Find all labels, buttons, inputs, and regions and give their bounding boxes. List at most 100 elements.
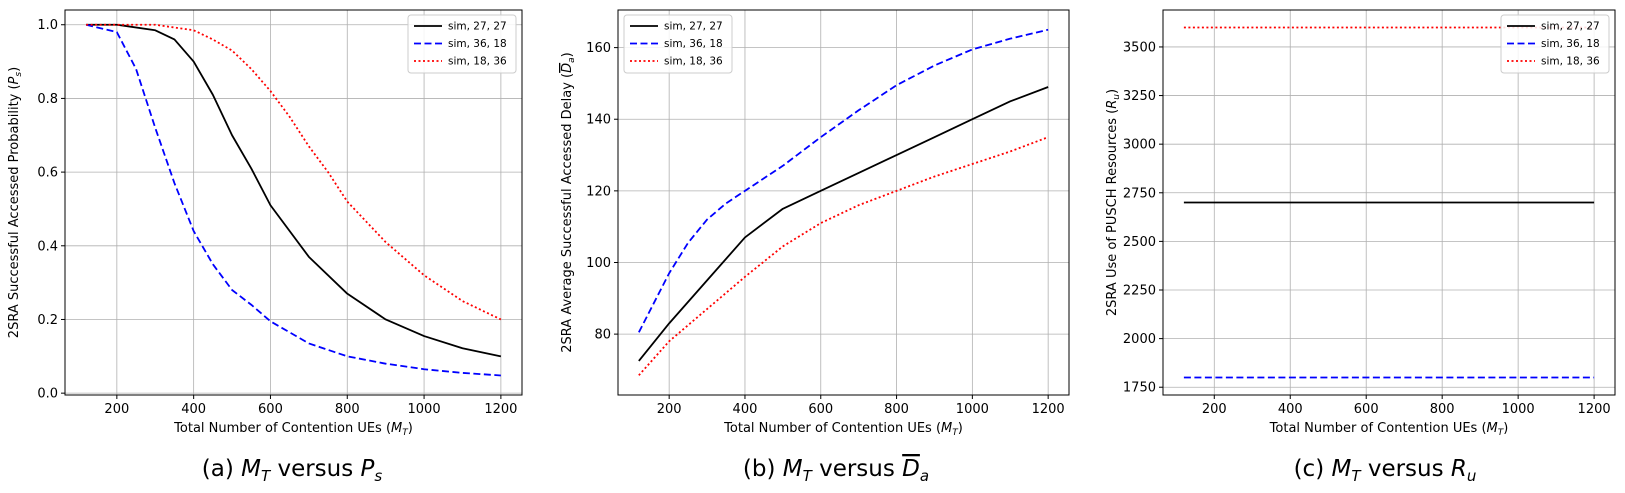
x-tick-label: 1200	[484, 402, 517, 417]
caption-y-sub: a	[920, 467, 929, 485]
x-tick-label: 800	[1430, 402, 1455, 417]
legend-label-1: sim, 36, 18	[448, 38, 507, 50]
y-tick-label: 0.8	[37, 92, 58, 107]
x-tick-label: 600	[258, 402, 283, 417]
legend-label-2: sim, 18, 36	[1541, 56, 1600, 68]
subfigure-caption: (a) MT versus Ps	[202, 456, 383, 485]
y-tick-label: 80	[594, 328, 611, 343]
x-axis-label-var: M	[941, 421, 952, 436]
y-tick-label: 2250	[1123, 284, 1156, 299]
legend: sim, 27, 27 sim, 36, 18 sim, 18, 36	[407, 14, 517, 74]
y-axis-label-sub: u	[1112, 94, 1122, 100]
caption-y-var: D	[902, 456, 920, 482]
caption-x-sub: T	[1351, 467, 1362, 485]
caption-versus: versus	[812, 456, 902, 482]
caption-x-sub: T	[803, 467, 814, 485]
x-tick-label: 200	[657, 402, 682, 417]
y-axis-label-text: 2SRA Use of PUSCH Resources (	[1105, 109, 1120, 316]
y-tick-label: 3500	[1123, 40, 1156, 55]
x-axis-label-sub: T	[952, 428, 959, 438]
y-tick-label: 100	[586, 256, 611, 271]
y-axis-label: 2SRA Successful Accessed Probability (Ps…	[7, 67, 24, 338]
x-tick-label: 400	[1278, 402, 1303, 417]
y-tick-label: 160	[586, 41, 611, 56]
caption-x-var: M	[1331, 456, 1351, 482]
legend: sim, 27, 27 sim, 36, 18 sim, 18, 36	[1500, 14, 1610, 74]
y-axis-label-close: )	[1105, 89, 1120, 94]
series-line-2	[86, 23, 502, 321]
y-tick-label: 120	[586, 184, 611, 199]
y-axis-label-sub: s	[14, 72, 24, 77]
x-axis-label-close: )	[1503, 421, 1508, 436]
chart-2: 200 400 600 800 1000 1200 1750 2000 2250 2500 2750…	[1105, 9, 1616, 485]
caption-y-var: R	[1451, 456, 1467, 482]
series-line-2	[638, 136, 1049, 376]
y-tick-label: 3000	[1123, 138, 1156, 153]
y-tick-label: 3250	[1123, 89, 1156, 104]
x-tick-label: 600	[1354, 402, 1379, 417]
y-tick-label: 1.0	[37, 18, 58, 33]
y-axis-label-text: 2SRA Average Successful Accessed Delay (	[560, 73, 575, 353]
x-tick-label: 1200	[1578, 402, 1611, 417]
x-tick-label: 400	[733, 402, 758, 417]
caption-x-var: M	[783, 456, 803, 482]
legend-label-0: sim, 27, 27	[1541, 21, 1600, 33]
caption-label: (c)	[1294, 456, 1332, 482]
caption-y-sub: u	[1467, 467, 1477, 485]
y-axis-label-var: R	[1105, 100, 1120, 109]
x-tick-label: 200	[1202, 402, 1227, 417]
x-tick-label: 800	[884, 402, 909, 417]
subfigure-caption: (c) MT versus Ru	[1294, 456, 1477, 485]
y-axis-label-var: D	[560, 63, 575, 73]
x-axis-label-sub: T	[1498, 428, 1505, 438]
legend-label-0: sim, 27, 27	[664, 21, 723, 33]
y-tick-label: 2000	[1123, 332, 1156, 347]
x-axis-label: Total Number of Contention UEs (MT)	[1269, 421, 1509, 438]
x-tick-label: 800	[335, 402, 360, 417]
series-line-1	[638, 28, 1049, 333]
legend-label-2: sim, 18, 36	[448, 56, 507, 68]
series-line-1	[85, 23, 501, 377]
y-tick-label: 0.0	[37, 387, 58, 402]
y-axis-label-text: 2SRA Successful Accessed Probability (	[7, 84, 22, 338]
x-tick-label: 400	[181, 402, 206, 417]
x-tick-label: 1200	[1032, 402, 1065, 417]
plot-frame	[617, 9, 1070, 396]
x-axis-label: Total Number of Contention UEs (MT)	[173, 421, 413, 438]
x-axis-label: Total Number of Contention UEs (MT)	[723, 421, 963, 438]
y-tick-label: 0.2	[37, 313, 58, 328]
caption-label: (b)	[743, 456, 783, 482]
x-axis-label-text: Total Number of Contention UEs (	[723, 421, 941, 436]
caption-versus: versus	[1361, 456, 1451, 482]
x-axis-label-text: Total Number of Contention UEs (	[173, 421, 391, 436]
y-tick-label: 2500	[1123, 235, 1156, 250]
plot-frame	[64, 9, 523, 396]
legend-box	[623, 14, 733, 74]
y-tick-label: 2750	[1123, 186, 1156, 201]
series-line-0	[638, 86, 1049, 362]
subfigure-caption: (b) MT versus Da	[743, 456, 929, 485]
legend-label-0: sim, 27, 27	[448, 21, 507, 33]
plot-frame	[1162, 9, 1616, 396]
y-tick-label: 0.6	[37, 166, 58, 181]
legend-label-1: sim, 36, 18	[1541, 38, 1600, 50]
x-axis-label-close: )	[408, 421, 413, 436]
y-axis-label-var: P	[7, 76, 22, 84]
legend-box	[407, 14, 517, 74]
x-axis-label-sub: T	[402, 428, 409, 438]
caption-versus: versus	[270, 456, 360, 482]
y-axis-label-sub: a	[567, 57, 577, 63]
caption-x-sub: T	[261, 467, 272, 485]
legend-box	[1500, 14, 1610, 74]
x-tick-label: 1000	[408, 402, 441, 417]
y-axis-label: 2SRA Use of PUSCH Resources (Ru)	[1105, 89, 1122, 316]
chart-1: 200 400 600 800 1000 1200 80 100 120 140 160 Total …	[560, 9, 1070, 485]
legend-label-2: sim, 18, 36	[664, 56, 723, 68]
caption-x-var: M	[241, 456, 261, 482]
x-tick-label: 1000	[1502, 402, 1535, 417]
y-axis-label-close: )	[560, 52, 575, 57]
x-tick-label: 200	[104, 402, 129, 417]
y-axis-label: 2SRA Average Successful Accessed Delay (…	[560, 52, 577, 352]
x-axis-label-close: )	[958, 421, 963, 436]
series-line-0	[86, 23, 502, 358]
